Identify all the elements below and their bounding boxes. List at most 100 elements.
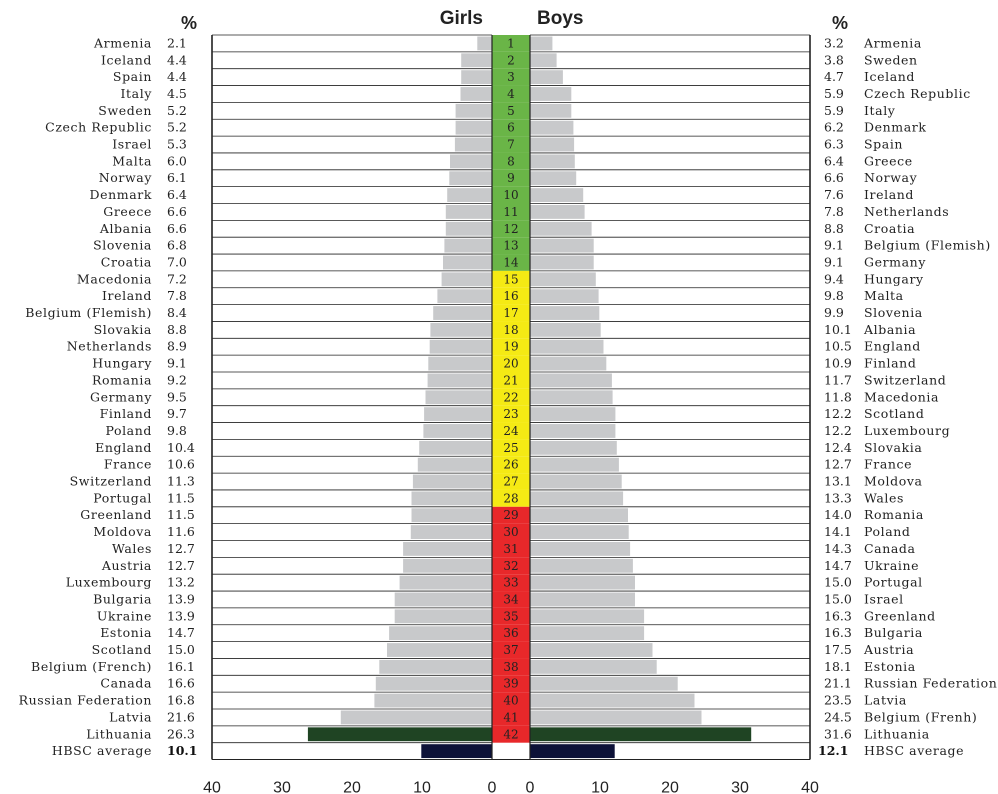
- boys-bar: [530, 221, 592, 236]
- girls-country-label: Finland: [100, 406, 152, 421]
- rank-label: 30: [503, 525, 518, 539]
- boys-value-label: 11.8: [824, 389, 852, 404]
- rank-cell: [492, 489, 530, 507]
- boys-value-label: 4.7: [824, 69, 844, 84]
- rank-label: 7: [507, 138, 515, 152]
- boys-value-label: 9.8: [824, 288, 844, 303]
- girls-bar: [412, 474, 492, 489]
- girls-value-label: 9.1: [167, 356, 187, 371]
- girls-bar: [389, 626, 492, 641]
- boys-bar: [530, 407, 616, 422]
- girls-country-label: Austria: [101, 558, 152, 573]
- girls-country-label: Hungary: [92, 356, 152, 371]
- boys-value-label: 14.3: [824, 541, 852, 556]
- boys-bar: [530, 508, 628, 523]
- girls-bar: [455, 103, 492, 118]
- rank-cell: [492, 624, 530, 642]
- girls-value-label: 11.3: [167, 474, 195, 489]
- rank-cell: [492, 136, 530, 153]
- boys-value-label: 21.1: [824, 676, 852, 691]
- rank-label: 4: [507, 87, 515, 101]
- girls-value-label: 4.5: [167, 86, 187, 101]
- girls-value-label: 13.2: [167, 575, 195, 590]
- girls-value-label: 8.8: [167, 322, 187, 337]
- rank-label: 15: [503, 272, 518, 286]
- boys-country-label: Czech Republic: [864, 86, 971, 101]
- boys-bar: [530, 289, 599, 304]
- rank-cell: [492, 102, 530, 120]
- boys-bar: [530, 120, 574, 135]
- boys-value-label: 14.7: [824, 558, 852, 573]
- rank-label: 18: [503, 323, 518, 337]
- girls-country-label: England: [95, 440, 152, 455]
- rank-label: 31: [503, 542, 518, 556]
- boys-country-label: Macedonia: [864, 389, 939, 404]
- girls-country-label: Belgium (French): [31, 659, 152, 674]
- boys-bar: [530, 626, 645, 641]
- rank-cell: [492, 338, 530, 356]
- rank-cell: [492, 658, 530, 676]
- boys-country-label: Austria: [863, 642, 914, 657]
- rank-label: 40: [503, 694, 518, 708]
- boys-bar: [530, 440, 617, 455]
- girls-value-label: 12.7: [167, 541, 195, 556]
- boys-country-label: Portugal: [864, 575, 923, 590]
- rank-cell: [492, 372, 530, 389]
- x-tick-right: 40: [801, 780, 819, 794]
- rank-label: 38: [503, 660, 518, 674]
- girls-value-label: 8.4: [167, 305, 187, 320]
- girls-value-label: 11.5: [167, 490, 195, 505]
- boys-bar: [530, 238, 594, 253]
- girls-value-label: 9.8: [167, 423, 187, 438]
- girls-value-label: 7.2: [167, 271, 187, 286]
- boys-country-label: Slovakia: [864, 440, 922, 455]
- boys-country-label: Germany: [864, 254, 926, 269]
- girls-bar: [461, 70, 492, 85]
- girls-bar: [425, 390, 492, 405]
- girls-bar: [477, 36, 492, 51]
- boys-bar: [530, 205, 585, 219]
- rank-cell: [492, 641, 530, 659]
- girls-country-label: Ukraine: [97, 608, 152, 623]
- girls-value-label: 5.2: [167, 103, 187, 118]
- girls-country-label: Spain: [113, 69, 152, 84]
- boys-country-label: Estonia: [864, 659, 916, 674]
- boys-country-label: Ireland: [864, 187, 914, 202]
- boys-bar: [530, 643, 653, 657]
- girls-bar: [403, 558, 492, 573]
- rank-cell: [492, 35, 530, 52]
- rank-cell: [492, 152, 530, 170]
- girls-bar: [441, 272, 492, 287]
- boys-bar: [530, 171, 577, 186]
- girls-value-label: 4.4: [167, 69, 187, 84]
- boys-country-label: Croatia: [864, 221, 915, 236]
- boys-bar: [530, 542, 631, 556]
- girls-value-label: 9.2: [167, 372, 187, 387]
- boys-country-label: Finland: [864, 356, 916, 371]
- girls-country-label: Poland: [105, 423, 152, 438]
- girls-value-label: 6.4: [167, 187, 187, 202]
- rank-label: 14: [503, 255, 519, 269]
- girls-country-label: Latvia: [109, 709, 152, 724]
- girls-value-label: 9.7: [167, 406, 187, 421]
- left-unit-label: %: [181, 13, 197, 33]
- boys-value-label: 23.5: [824, 693, 852, 708]
- girls-country-label: Bulgaria: [93, 591, 152, 606]
- girls-country-label: Portugal: [93, 490, 152, 505]
- rank-cell: [492, 422, 530, 440]
- girls-bar: [428, 356, 492, 371]
- rank-label: 16: [503, 289, 518, 303]
- rank-cell: [492, 692, 530, 709]
- boys-value-label: 15.0: [824, 575, 852, 590]
- rank-label: 19: [503, 340, 518, 354]
- girls-value-label: 6.6: [167, 204, 187, 219]
- boys-value-label: 3.8: [824, 52, 844, 67]
- rank-cell: [492, 85, 530, 103]
- boys-bar: [530, 373, 612, 388]
- girls-bar: [445, 205, 492, 219]
- boys-bar: [530, 255, 594, 270]
- rank-cell: [492, 186, 530, 204]
- boys-bar: [530, 103, 572, 118]
- boys-header: Boys: [537, 8, 583, 29]
- rank-cell: [492, 725, 530, 743]
